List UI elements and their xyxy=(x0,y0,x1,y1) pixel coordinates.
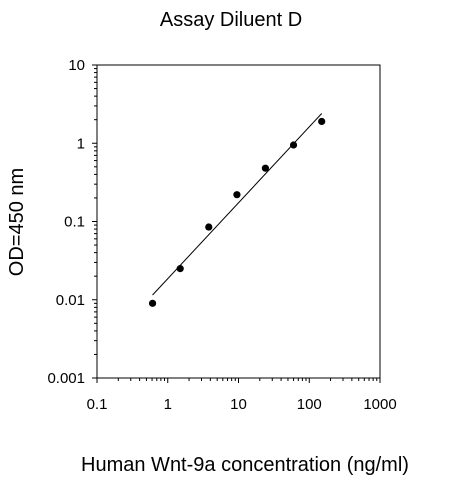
y-tick-label: 0.1 xyxy=(64,214,85,231)
x-tick-label: 0.1 xyxy=(87,396,108,413)
plot-area xyxy=(96,64,381,379)
data-points xyxy=(148,117,326,307)
y-axis-label: OD=450 nm xyxy=(6,168,28,276)
y-tick-label: 1 xyxy=(77,135,85,152)
x-tick-label: 1 xyxy=(164,396,172,413)
plot-frame xyxy=(96,64,381,379)
data-point xyxy=(261,164,269,172)
x-tick-label: 1000 xyxy=(363,396,396,413)
x-tick-label: 100 xyxy=(297,396,322,413)
x-axis-label: Human Wnt-9a concentration (ng/ml) xyxy=(81,454,409,476)
data-point xyxy=(289,141,298,149)
data-point xyxy=(318,117,326,126)
x-tick-label: 10 xyxy=(230,396,247,413)
data-point xyxy=(148,299,157,307)
data-point xyxy=(205,223,213,231)
data-point xyxy=(176,265,184,273)
y-axis: 0.001 0.01 0.1 1 10 xyxy=(47,57,97,387)
y-tick-label: 10 xyxy=(68,57,85,74)
x-axis: 0.1 1 10 100 1000 xyxy=(87,378,397,413)
chart-title: Assay Diluent D xyxy=(160,9,302,31)
y-tick-label: 0.01 xyxy=(56,292,85,309)
y-tick-label: 0.001 xyxy=(47,370,85,387)
data-point xyxy=(233,191,241,199)
